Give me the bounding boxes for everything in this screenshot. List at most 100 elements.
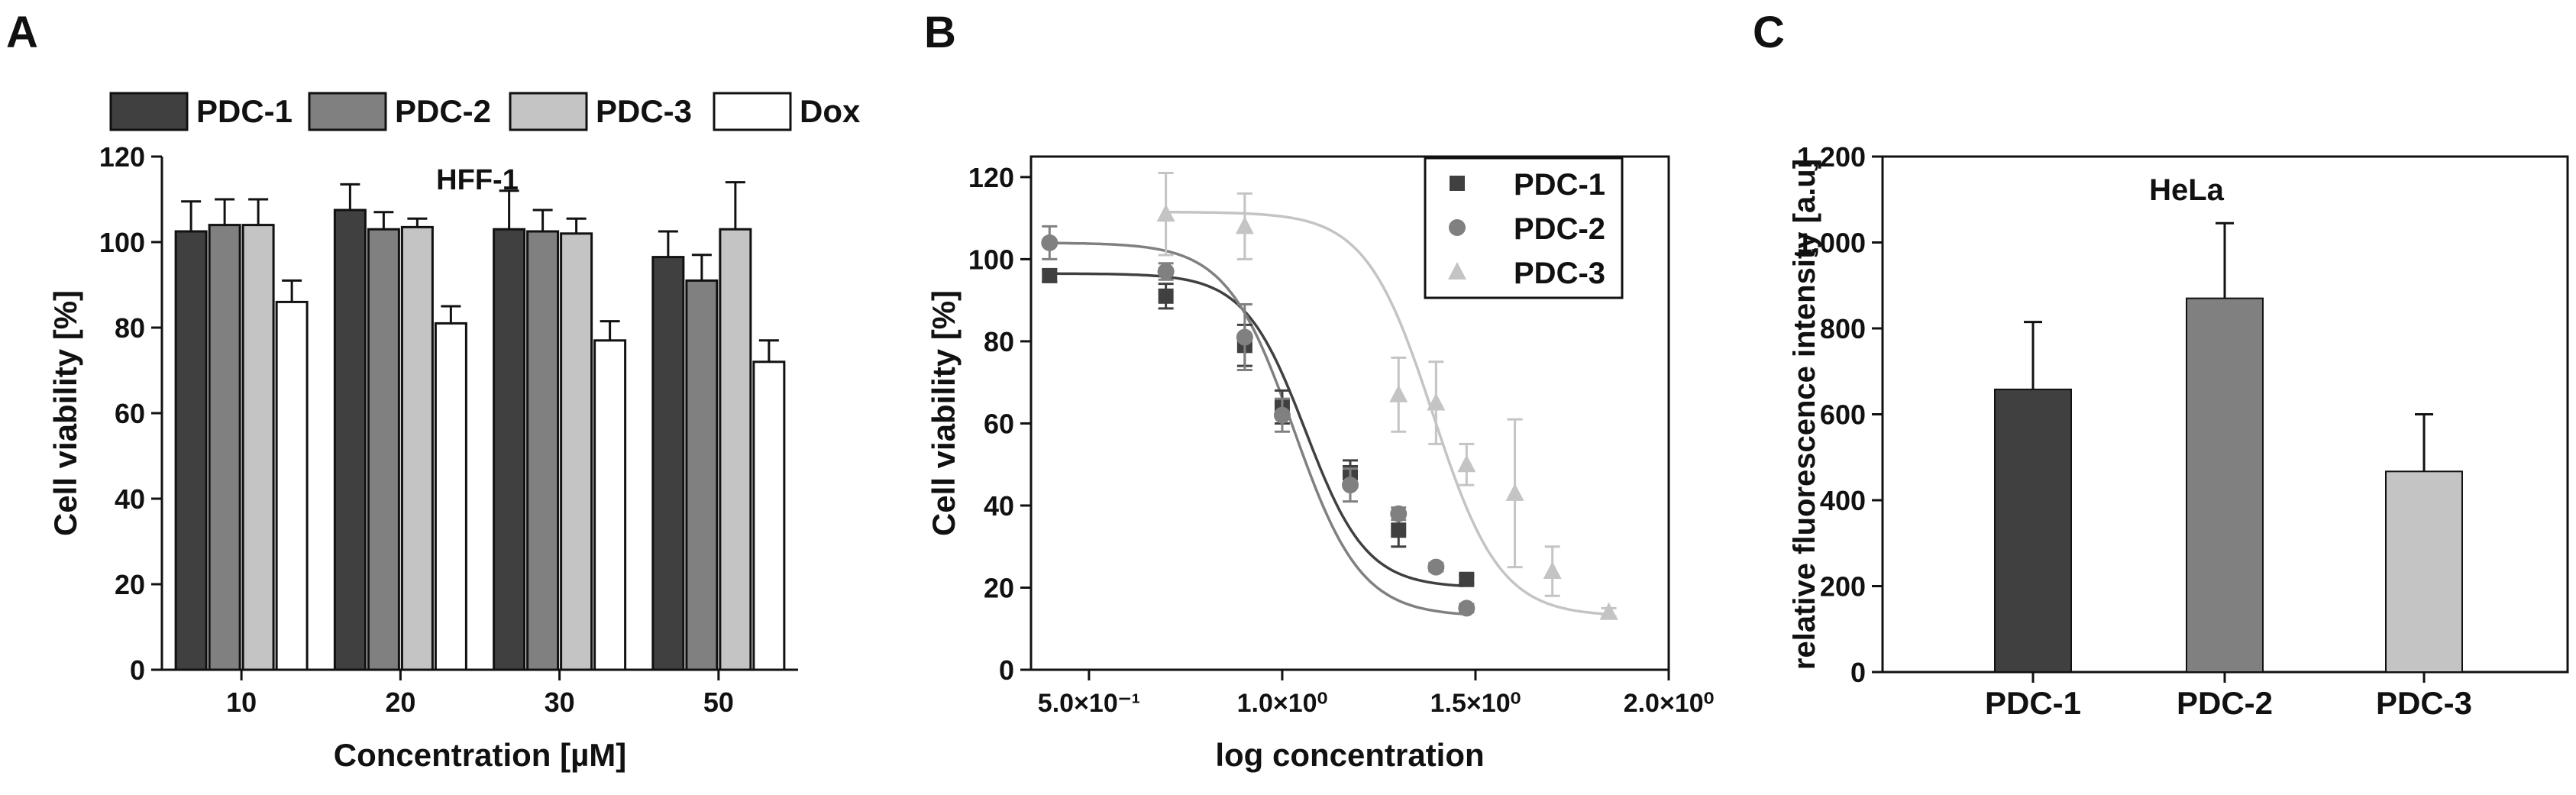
point-pdc-3-3	[1427, 393, 1446, 411]
legend-marker-b-pdc-1	[1450, 176, 1465, 191]
y-tick-label-b-40: 40	[984, 490, 1014, 522]
point-pdc-3-2	[1389, 384, 1408, 402]
bar-a-pdc-3-30	[560, 232, 593, 671]
bar-a-pdc-1-30	[493, 228, 526, 671]
point-pdc-2-6	[1427, 558, 1445, 576]
x-tick-label-a-50: 50	[703, 687, 734, 718]
legend-label-b-pdc-3: PDC-3	[1514, 257, 1605, 290]
point-pdc-3-7	[1599, 602, 1618, 620]
x-tick-label-b-0: 5.0×10⁻¹	[1038, 689, 1140, 718]
y-tick-label-a-0: 0	[130, 654, 145, 686]
y-tick-label-b-0: 0	[999, 654, 1014, 686]
legend-label-pdc-3: PDC-3	[596, 93, 692, 129]
x-tick-label-b-1: 1.0×10⁰	[1237, 689, 1328, 718]
point-pdc-3-6	[1543, 561, 1562, 579]
point-pdc-1-6	[1459, 571, 1475, 587]
legend-label-dox: Dox	[800, 93, 861, 129]
y-tick-label-b-100: 100	[968, 244, 1014, 275]
bar-a-dox-10	[275, 300, 309, 671]
legend-marker-b-pdc-3	[1448, 262, 1466, 280]
y-axis-label-c: relative fluorescence intensity [a.u]	[1788, 159, 1821, 670]
y-tick-label-c-0: 0	[1850, 657, 1866, 688]
chart-c-fluorescence-hela: 0 200 400 600 800 1,000 1,200 HeLa PDC-1 PDC-2 PDC…	[1788, 141, 2569, 721]
y-tick-label-a-80: 80	[115, 312, 145, 344]
y-tick-label-c-800: 800	[1820, 313, 1866, 344]
x-tick-label-a-30: 30	[545, 687, 575, 718]
panel-letter-a: A	[6, 8, 38, 57]
bar-c-pdc-3	[2385, 470, 2463, 673]
legend-label-b-pdc-2: PDC-2	[1514, 212, 1605, 246]
bar-a-pdc-2-20	[367, 228, 400, 671]
y-tick-label-a-40: 40	[115, 483, 145, 515]
y-tick-label-a-120: 120	[99, 141, 145, 173]
legend-swatch-pdc-2	[308, 92, 387, 131]
point-pdc-3-1	[1235, 216, 1254, 234]
point-pdc-2-5	[1390, 505, 1408, 522]
legend-label-b-pdc-1: PDC-1	[1514, 168, 1605, 202]
bar-a-pdc-3-10	[241, 224, 275, 671]
panel-letter-c: C	[1753, 8, 1785, 57]
plot-frame-b	[1029, 155, 1670, 671]
chart-a-viability-hff1: PDC-1 PDC-2 PDC-3 Dox020406080100120HFF-110…	[47, 92, 861, 773]
x-tick-label-b-3: 2.0×10⁰	[1624, 689, 1715, 718]
y-tick-label-a-100: 100	[99, 227, 145, 258]
x-tick-label-c-pdc-3: PDC-3	[2376, 685, 2472, 721]
x-axis-label-a: Concentration [µM]	[334, 737, 627, 773]
x-tick-label-c-pdc-2: PDC-2	[2177, 685, 2273, 721]
chart-b-dose-response: 0 20 40 60 80 100 120 5.0×10⁻¹ 1.0×10⁰ 1.5×10⁰ 2.0…	[926, 155, 1715, 773]
legend-marker-b-pdc-2	[1449, 219, 1466, 236]
y-tick-label-c-1000: 1,000	[1797, 228, 1866, 259]
y-tick-label-b-80: 80	[984, 326, 1014, 357]
bar-a-pdc-3-50	[719, 228, 752, 671]
point-pdc-1-0	[1042, 267, 1058, 283]
y-tick-label-b-60: 60	[984, 408, 1014, 439]
y-tick-label-a-20: 20	[115, 569, 145, 600]
y-tick-label-c-1200: 1,200	[1797, 141, 1866, 173]
bar-a-dox-20	[434, 322, 467, 671]
bar-a-pdc-2-30	[526, 230, 560, 671]
point-pdc-3-5	[1505, 483, 1524, 501]
bar-a-pdc-3-20	[400, 225, 434, 671]
legend-label-pdc-1: PDC-1	[196, 93, 293, 129]
bar-a-dox-50	[752, 360, 786, 671]
y-axis-label-a: Cell viability [%]	[47, 290, 83, 536]
point-pdc-2-4	[1342, 477, 1359, 494]
x-tick-label-a-20: 20	[385, 687, 415, 718]
fit-curve-pdc-1	[1049, 272, 1463, 587]
y-axis-label-b: Cell viability [%]	[926, 290, 962, 536]
y-tick-label-c-600: 600	[1820, 399, 1866, 431]
bar-a-pdc-1-50	[651, 256, 685, 671]
x-tick-label-a-10: 10	[226, 687, 257, 718]
legend-label-pdc-2: PDC-2	[395, 93, 491, 129]
chart-title-c: HeLa	[2149, 173, 2225, 207]
point-pdc-3-0	[1156, 204, 1175, 222]
legend-swatch-pdc-1	[109, 92, 189, 131]
fit-curve-pdc-2	[1049, 241, 1463, 616]
y-tick-label-c-400: 400	[1820, 485, 1866, 516]
point-pdc-2-7	[1458, 599, 1475, 617]
y-tick-label-b-120: 120	[968, 162, 1014, 193]
y-tick-label-c-200: 200	[1820, 571, 1866, 603]
legend-swatch-dox	[713, 92, 792, 131]
legend-swatch-pdc-3	[509, 92, 588, 131]
point-pdc-1-1	[1158, 288, 1174, 304]
bar-a-pdc-2-10	[208, 224, 241, 671]
legend-b: PDC-1 PDC-2 PDC-3	[1424, 157, 1624, 299]
point-pdc-2-2	[1236, 328, 1253, 346]
bar-a-pdc-1-20	[333, 208, 367, 671]
point-pdc-2-3	[1273, 406, 1291, 424]
x-tick-label-b-2: 1.5×10⁰	[1430, 689, 1521, 718]
panel-letter-b: B	[924, 8, 956, 57]
bar-c-pdc-1	[1994, 388, 2072, 673]
point-pdc-2-0	[1041, 234, 1059, 251]
point-pdc-3-4	[1457, 454, 1476, 473]
point-pdc-1-5	[1391, 522, 1407, 538]
bar-a-pdc-1-10	[174, 230, 208, 671]
x-tick-label-c-pdc-1: PDC-1	[1985, 685, 2081, 721]
point-pdc-2-1	[1157, 263, 1175, 280]
fit-curve-pdc-3	[1165, 211, 1607, 616]
y-tick-label-b-20: 20	[984, 572, 1014, 603]
bar-a-dox-30	[593, 339, 627, 671]
legend-a: PDC-1 PDC-2 PDC-3 Dox	[109, 92, 861, 131]
